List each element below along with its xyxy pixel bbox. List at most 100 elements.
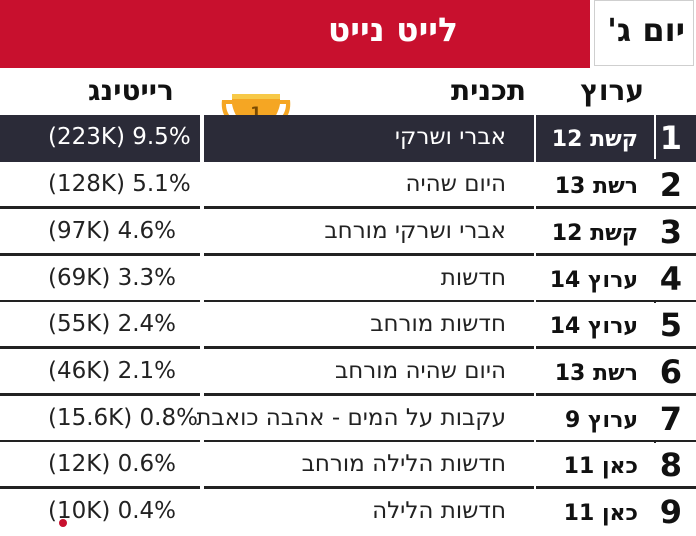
row-divider	[536, 440, 696, 443]
channel-name: קשת 12	[551, 127, 638, 152]
channel-cell	[536, 349, 654, 393]
row-divider	[536, 393, 696, 396]
row-divider	[204, 206, 534, 209]
column-header-channel: ערוץ	[580, 74, 644, 107]
rank-number: 6	[659, 353, 682, 391]
table-row: 8 כאן 11 חדשות הלילה מורחב (12K) 0.6%	[0, 442, 696, 489]
program-cell	[204, 209, 534, 253]
channel-name: רשת 13	[554, 361, 638, 386]
rating-cell	[0, 489, 200, 533]
rank-number: 7	[659, 400, 682, 438]
row-divider	[204, 440, 534, 443]
rating-cell	[0, 162, 200, 206]
channel-name: ערוץ 9	[565, 408, 638, 433]
rank-cell	[656, 396, 696, 440]
row-divider	[536, 300, 696, 303]
row-divider	[204, 300, 534, 303]
rank-number: 4	[659, 260, 682, 298]
rating-value: (10K) 0.4%	[48, 498, 177, 524]
table-row: 9 כאן 11 חדשות הלילה (10K) 0.4%	[0, 489, 696, 536]
rating-value: (12K) 0.6%	[48, 451, 177, 477]
rank-cell	[656, 349, 696, 393]
channel-name: ערוץ 14	[549, 314, 638, 339]
rank-cell	[656, 302, 696, 346]
row-divider	[0, 393, 200, 396]
program-name: חדשות מורחב	[370, 311, 506, 337]
rank-number: 1	[659, 119, 682, 157]
program-cell	[204, 302, 534, 346]
column-header-program: תכנית	[450, 74, 526, 107]
row-divider	[536, 486, 696, 489]
program-name: אברי ושרקי	[394, 124, 506, 150]
channel-cell	[536, 115, 654, 159]
day-box: יום ג'	[594, 0, 694, 66]
rating-value: (97K) 4.6%	[48, 218, 177, 244]
channel-cell	[536, 302, 654, 346]
program-name: חדשות הלילה מורחב	[301, 451, 506, 477]
ice-logo: ice	[59, 519, 67, 527]
row-divider	[204, 159, 534, 162]
rank-cell	[656, 162, 696, 206]
row-divider	[0, 206, 200, 209]
row-divider	[204, 253, 534, 256]
rank-number: 8	[659, 446, 682, 484]
table-row: 5 ערוץ 14 חדשות מורחב (55K) 2.4%	[0, 302, 696, 349]
table-row: 6 רשת 13 היום שהיה מורחב (46K) 2.1%	[0, 349, 696, 396]
channel-name: כאן 11	[563, 454, 638, 479]
row-divider	[536, 206, 696, 209]
rank-cell	[656, 115, 696, 159]
rank-cell	[656, 209, 696, 253]
row-divider	[204, 486, 534, 489]
channel-name: ערוץ 14	[549, 268, 638, 293]
rating-value: (69K) 3.3%	[48, 265, 177, 291]
row-divider	[204, 393, 534, 396]
rating-cell	[0, 302, 200, 346]
rating-value: (223K) 9.5%	[48, 124, 191, 150]
row-divider	[0, 346, 200, 349]
rank-number: 3	[659, 213, 682, 251]
row-divider	[204, 346, 534, 349]
row-divider	[536, 253, 696, 256]
rating-cell	[0, 396, 200, 440]
row-divider	[536, 346, 696, 349]
rating-cell	[0, 209, 200, 253]
program-name: עקבות על המים - אהבה כואבת	[196, 405, 506, 431]
channel-cell	[536, 209, 654, 253]
row-divider	[0, 159, 200, 162]
program-cell	[204, 349, 534, 393]
logo-dot	[59, 519, 67, 527]
rank-cell	[656, 489, 696, 533]
rating-value: (55K) 2.4%	[48, 311, 177, 337]
program-cell	[204, 256, 534, 300]
table-row: 1 קשת 12 אברי ושרקי (223K) 9.5%	[0, 115, 696, 162]
rating-value: (128K) 5.1%	[48, 171, 191, 197]
title-bar: לייט נייט	[0, 0, 590, 68]
row-divider	[536, 159, 696, 162]
program-cell	[204, 489, 534, 533]
program-name: אברי ושרקי מורחב	[324, 218, 506, 244]
rating-cell	[0, 115, 200, 159]
channel-cell	[536, 489, 654, 533]
rating-cell	[0, 442, 200, 486]
rating-value: (15.6K) 0.8%	[48, 405, 198, 431]
channel-cell	[536, 442, 654, 486]
rating-cell	[0, 349, 200, 393]
program-cell	[204, 442, 534, 486]
trophy-label: 1	[250, 103, 261, 122]
table-row: 3 קשת 12 אברי ושרקי מורחב (97K) 4.6%	[0, 209, 696, 256]
program-name: היום שהיה	[405, 171, 506, 197]
rank-cell	[656, 442, 696, 486]
row-divider	[0, 300, 200, 303]
program-name: חדשות הלילה	[372, 498, 506, 524]
table-row: 4 ערוץ 14 חדשות (69K) 3.3%	[0, 256, 696, 303]
rank-number: 2	[659, 166, 682, 204]
rank-number: 5	[659, 306, 682, 344]
column-header-rating: רייטינג	[88, 74, 174, 107]
rank-cell	[656, 256, 696, 300]
channel-name: קשת 12	[551, 221, 638, 246]
channel-name: כאן 11	[563, 501, 638, 526]
rating-cell	[0, 256, 200, 300]
table-row: 2 רשת 13 היום שהיה (128K) 5.1%	[0, 162, 696, 209]
program-cell	[204, 162, 534, 206]
row-divider	[0, 440, 200, 443]
